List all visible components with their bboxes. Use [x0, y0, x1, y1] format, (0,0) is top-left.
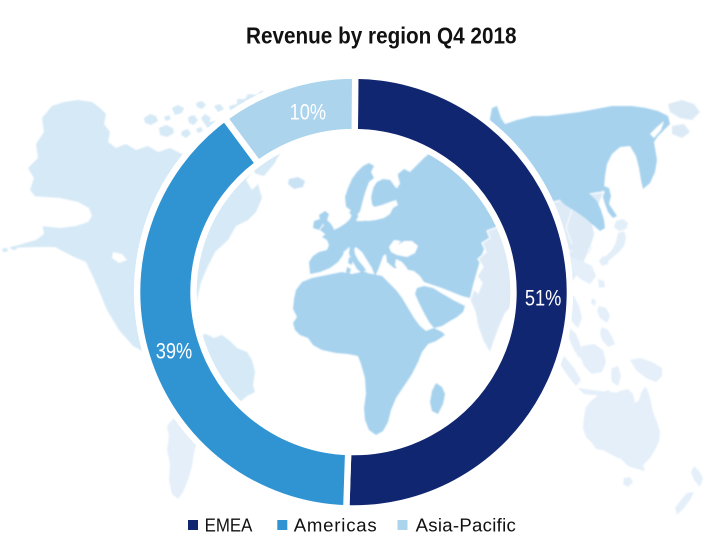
svg-text:Asia-Pacific: Asia-Pacific [416, 515, 516, 536]
svg-text:Americas: Americas [294, 515, 377, 536]
svg-text:10%: 10% [290, 99, 327, 124]
svg-text:EMEA: EMEA [205, 515, 253, 536]
svg-text:51%: 51% [525, 285, 562, 310]
svg-text:39%: 39% [156, 338, 193, 363]
svg-text:Revenue by region Q4 2018: Revenue by region Q4 2018 [246, 22, 517, 48]
